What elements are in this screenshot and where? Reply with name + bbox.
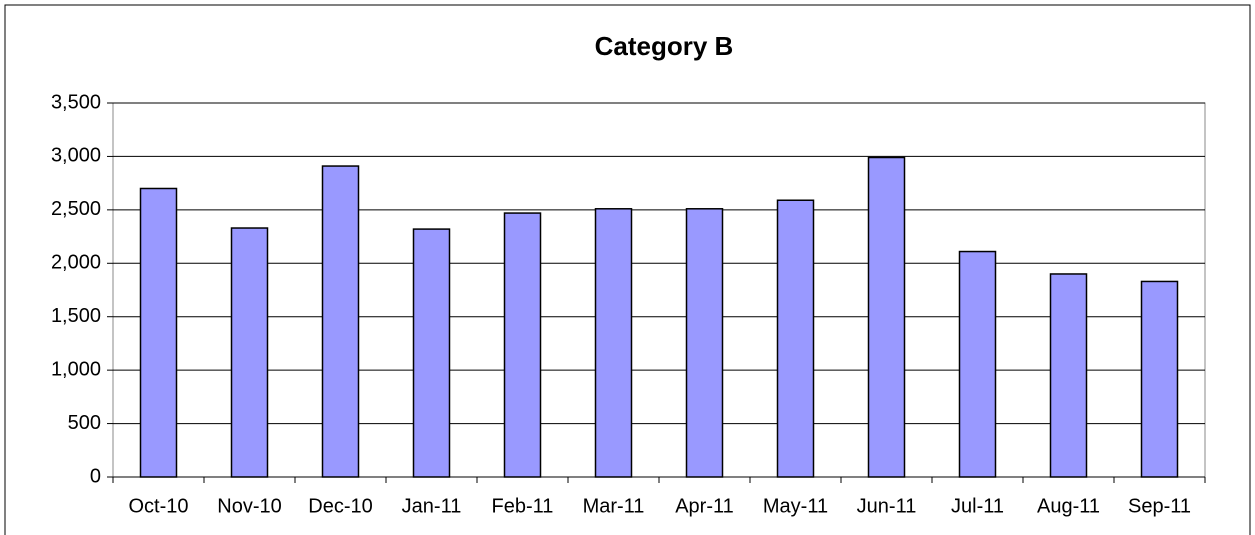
bar	[412, 228, 451, 478]
x-tick-label: Nov-10	[217, 495, 281, 517]
x-tick-label: May-11	[763, 495, 828, 517]
x-tick-label: Dec-10	[308, 495, 372, 517]
y-tick-label: 1,000	[51, 358, 101, 380]
y-tick-label: 1,500	[51, 305, 101, 327]
x-tick-label: Mar-11	[583, 495, 645, 517]
y-tick-label: 3,500	[51, 91, 101, 113]
y-tick-label: 3,000	[51, 145, 101, 167]
bar	[1140, 280, 1179, 478]
bar	[139, 187, 178, 478]
bar	[958, 250, 997, 478]
x-tick-label: Jul-11	[951, 495, 1004, 517]
y-tick-label: 500	[68, 412, 101, 434]
bar	[867, 156, 906, 478]
bar	[230, 227, 269, 478]
y-tick-label: 2,000	[51, 252, 101, 274]
x-tick-label: Feb-11	[492, 495, 554, 517]
x-tick-label: Jan-11	[402, 495, 462, 517]
x-tick-label: Jun-11	[857, 495, 917, 517]
y-tick-label: 2,500	[51, 198, 101, 220]
y-tick-label: 0	[90, 465, 101, 487]
bar	[776, 199, 815, 478]
bar	[594, 208, 633, 478]
bar	[321, 165, 360, 478]
bar	[503, 212, 542, 478]
bar	[1049, 273, 1088, 478]
chart-title: Category B	[595, 31, 734, 61]
x-tick-label: Aug-11	[1037, 495, 1100, 517]
x-tick-label: Apr-11	[675, 495, 734, 517]
x-tick-label: Oct-10	[128, 495, 188, 517]
bar	[685, 208, 724, 478]
x-tick-label: Sep-11	[1128, 495, 1191, 517]
